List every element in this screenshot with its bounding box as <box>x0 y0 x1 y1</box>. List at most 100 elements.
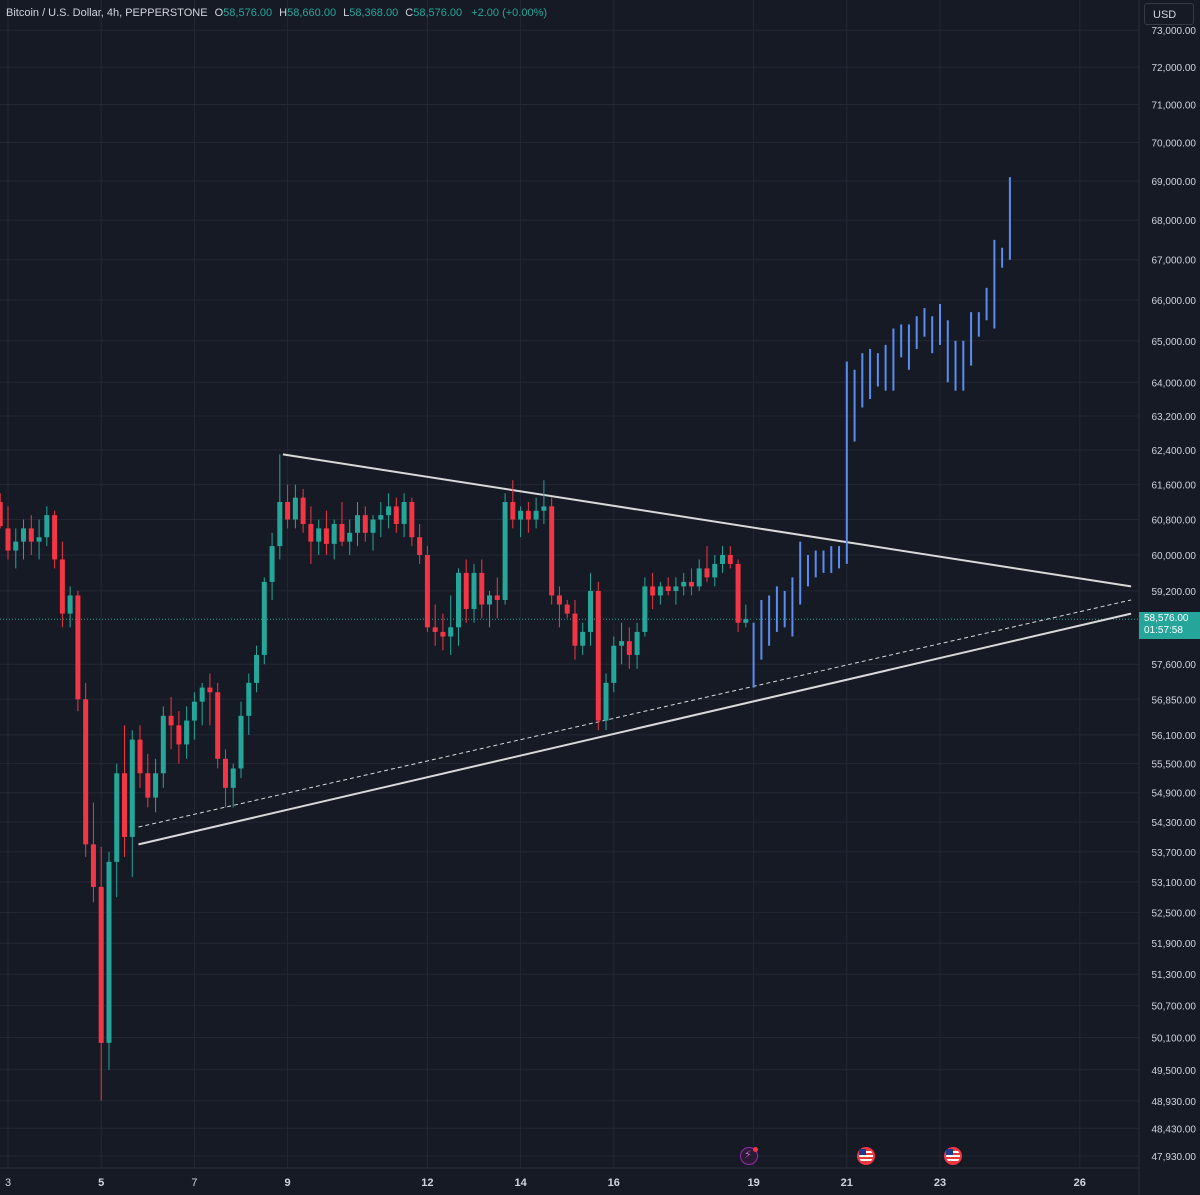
candle <box>735 559 741 632</box>
price-tick-label: 51,900.00 <box>1152 939 1197 950</box>
price-tick-label: 70,000.00 <box>1152 138 1197 149</box>
us-flag-icon[interactable] <box>944 1147 962 1165</box>
candle <box>556 586 562 628</box>
candle <box>362 506 368 542</box>
candle <box>323 510 329 555</box>
candle <box>168 696 174 750</box>
candle <box>292 484 298 529</box>
candle <box>409 497 415 547</box>
symbol-legend: Bitcoin / U.S. Dollar, 4h, PEPPERSTONE O… <box>6 7 547 19</box>
candle <box>642 577 648 637</box>
candle <box>502 493 508 605</box>
candle <box>106 851 112 1070</box>
candle <box>626 627 632 669</box>
candle <box>564 599 570 619</box>
grid-layer <box>0 0 1139 1168</box>
candle <box>479 559 485 619</box>
price-tick-label: 56,850.00 <box>1152 695 1197 706</box>
candle <box>339 502 345 547</box>
candle <box>580 622 586 655</box>
price-tick-label: 54,300.00 <box>1152 818 1197 829</box>
candle <box>510 480 516 529</box>
candle <box>238 701 244 779</box>
price-tick-label: 69,000.00 <box>1152 177 1197 188</box>
time-tick-label: 16 <box>608 1177 620 1189</box>
candle <box>129 730 135 877</box>
candle <box>712 555 718 587</box>
open-label: O <box>214 7 224 19</box>
price-tick-label: 48,430.00 <box>1152 1124 1197 1135</box>
candle <box>21 519 27 560</box>
candle <box>657 581 663 605</box>
candle <box>681 572 687 596</box>
candle <box>199 682 205 726</box>
candle <box>401 493 407 538</box>
candle <box>114 763 120 898</box>
trendline-layer[interactable] <box>138 453 1132 846</box>
currency-button[interactable]: USD <box>1144 3 1194 25</box>
us-flag-icon[interactable] <box>857 1147 875 1165</box>
candle <box>370 515 376 551</box>
price-tick-label: 53,100.00 <box>1152 878 1197 889</box>
candle <box>191 692 197 740</box>
candle <box>207 673 213 726</box>
time-tick-label: 12 <box>421 1177 433 1189</box>
high-label: H <box>279 7 288 19</box>
candle <box>285 484 291 529</box>
candle <box>673 577 679 605</box>
time-tick-label: 26 <box>1074 1177 1086 1189</box>
candle <box>83 682 89 857</box>
candle <box>246 673 252 735</box>
candle <box>90 802 96 903</box>
ascending-support-inner-line[interactable] <box>138 599 1132 828</box>
candle <box>417 523 423 564</box>
candle <box>5 506 11 560</box>
candle <box>588 572 593 646</box>
price-tick-label: 62,400.00 <box>1152 446 1197 457</box>
candle <box>160 706 166 788</box>
candle <box>347 519 353 555</box>
high-value: 58,660.00 <box>287 7 337 19</box>
candle <box>487 590 493 628</box>
price-tick-label: 60,800.00 <box>1152 516 1197 527</box>
candle <box>254 645 260 693</box>
symbol-title[interactable]: Bitcoin / U.S. Dollar, 4h, PEPPERSTONE <box>6 7 208 19</box>
candle <box>215 682 221 769</box>
price-tick-label: 65,000.00 <box>1152 337 1197 348</box>
lightning-icon[interactable] <box>740 1147 758 1165</box>
price-axis[interactable]: 73,000.00 72,000.00 71,000.00 70,000.00 69,0… <box>1138 0 1200 1195</box>
time-axis[interactable]: 3 5 7 9 12 14 16 19 21 23 26 <box>0 1167 1139 1189</box>
candle <box>230 763 236 808</box>
change-value: +2.00 (+0.00%) <box>471 7 548 19</box>
ascending-support-line[interactable] <box>138 612 1132 846</box>
candle <box>494 577 500 619</box>
candle <box>440 613 446 651</box>
price-tick-label: 48,930.00 <box>1152 1097 1197 1108</box>
close-value: 58,576.00 <box>413 7 463 19</box>
time-tick-label: 21 <box>841 1177 853 1189</box>
price-tick-label: 50,700.00 <box>1152 1002 1197 1013</box>
candle <box>634 622 640 669</box>
candle <box>52 510 58 569</box>
price-tick-label: 54,900.00 <box>1152 789 1197 800</box>
candle <box>704 546 710 582</box>
price-tick-label: 56,100.00 <box>1152 731 1197 742</box>
candle <box>727 546 733 569</box>
candle <box>145 753 151 808</box>
price-tick-label: 52,500.00 <box>1152 908 1197 919</box>
time-tick-label: 3 <box>5 1177 11 1189</box>
descending-resistance-line[interactable] <box>282 453 1132 588</box>
last-price-value: 58,576.00 <box>1144 613 1189 624</box>
close-label: C <box>405 7 414 19</box>
price-tick-label: 67,000.00 <box>1152 256 1197 267</box>
candle <box>455 568 461 646</box>
price-tick-label: 50,100.00 <box>1152 1034 1197 1045</box>
candle <box>355 502 360 547</box>
time-tick-label: 23 <box>934 1177 946 1189</box>
bar-countdown: 01:57:58 <box>1144 625 1183 636</box>
candle <box>518 506 524 538</box>
candle <box>137 725 143 788</box>
price-tick-label: 61,600.00 <box>1152 481 1197 492</box>
